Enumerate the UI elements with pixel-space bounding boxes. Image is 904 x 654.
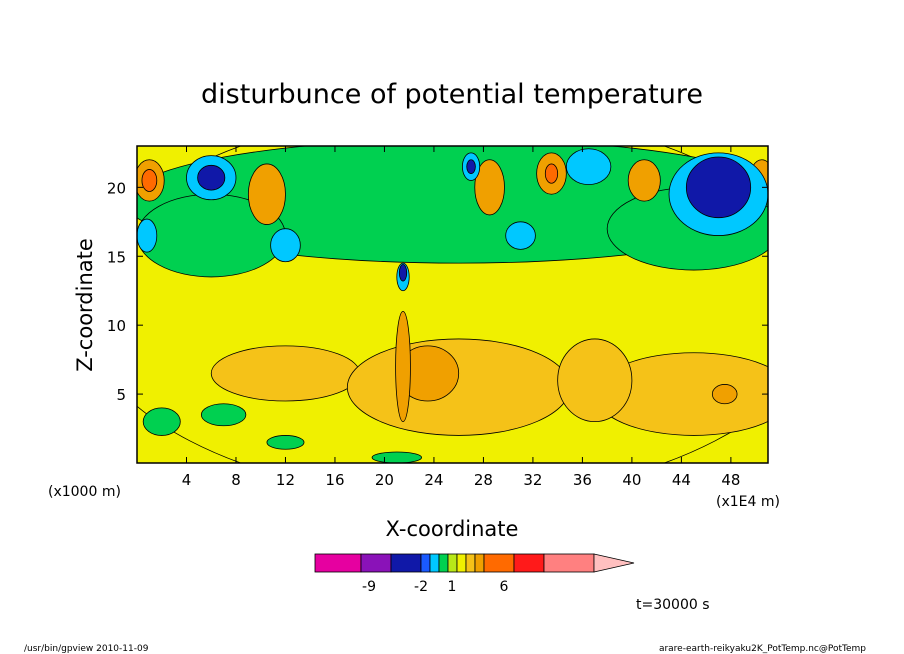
contour-region-17 xyxy=(247,163,286,225)
x-tick-label-9: 40 xyxy=(622,471,641,489)
colorbar-swatch-9 xyxy=(474,553,485,573)
colorbar-extend-arrow xyxy=(593,553,635,573)
colorbar-label-3: 6 xyxy=(500,579,509,595)
colorbar xyxy=(314,553,635,573)
contour-region-14 xyxy=(711,384,738,405)
colorbar-label-1: -2 xyxy=(414,579,428,595)
contour-region-26 xyxy=(197,164,226,191)
contour-region-20 xyxy=(544,163,559,184)
colorbar-swatch-4 xyxy=(429,553,440,573)
x-tick-label-6: 28 xyxy=(474,471,493,489)
colorbar-swatch-3 xyxy=(420,553,431,573)
contour-region-28 xyxy=(270,228,301,263)
contour-region-24 xyxy=(685,156,752,219)
contour-region-29 xyxy=(565,148,612,185)
colorbar-swatch-7 xyxy=(456,553,467,573)
contour-region-7 xyxy=(266,435,305,450)
x-tick-label-5: 24 xyxy=(424,471,443,489)
plot-frame xyxy=(136,145,769,464)
x-tick-label-3: 16 xyxy=(325,471,344,489)
colorbar-swatch-1 xyxy=(360,553,392,573)
colorbar-swatch-6 xyxy=(447,553,458,573)
y-tick-label-3: 20 xyxy=(107,179,126,197)
x-tick-label-4: 20 xyxy=(375,471,394,489)
colorbar-swatch-10 xyxy=(483,553,515,573)
x-tick-label-1: 8 xyxy=(231,471,241,489)
contour-region-18 xyxy=(474,159,505,216)
colorbar-swatch-12 xyxy=(543,553,595,573)
colorbar-label-2: 1 xyxy=(448,579,457,595)
colorbar-swatch-8 xyxy=(465,553,476,573)
x-tick-label-8: 36 xyxy=(573,471,592,489)
colorbar-swatch-0 xyxy=(314,553,362,573)
colorbar-swatch-2 xyxy=(390,553,422,573)
y-tick-label-0: 5 xyxy=(116,386,126,404)
y-axis-label: Z-coordinate xyxy=(73,238,97,372)
y-tick-label-2: 15 xyxy=(107,248,126,266)
x-tick-label-0: 4 xyxy=(182,471,192,489)
time-label: t=30000 s xyxy=(636,597,710,613)
colorbar-swatch-5 xyxy=(438,553,449,573)
contour-region-4 xyxy=(142,407,181,436)
contour-region-34 xyxy=(398,264,408,282)
contour-region-35 xyxy=(395,310,411,423)
contour-region-12 xyxy=(557,338,633,423)
contour-region-8 xyxy=(371,451,422,463)
footer-left: /usr/bin/gpview 2010-11-09 xyxy=(24,644,149,654)
x-scale-label: (x1E4 m) xyxy=(716,494,780,510)
contour-region-5 xyxy=(200,403,247,427)
footer-right: arare-earth-reikyaku2K_PotTemp.nc@PotTem… xyxy=(659,644,866,654)
contour-region-32 xyxy=(466,159,476,174)
colorbar-label-0: -9 xyxy=(362,579,376,595)
x-tick-label-2: 12 xyxy=(276,471,295,489)
x-tick-label-10: 44 xyxy=(672,471,691,489)
x-unit-label: (x1000 m) xyxy=(48,484,121,500)
contour-region-27 xyxy=(137,218,158,253)
x-tick-label-11: 48 xyxy=(721,471,740,489)
colorbar-swatch-11 xyxy=(513,553,545,573)
contour-region-10 xyxy=(346,338,571,436)
contour-region-21 xyxy=(627,159,661,202)
contour-region-9 xyxy=(210,345,361,402)
contour-region-30 xyxy=(505,221,536,250)
x-tick-label-7: 32 xyxy=(523,471,542,489)
chart-title: disturbunce of potential temperature xyxy=(201,79,703,110)
contour-region-16 xyxy=(141,169,158,192)
y-tick-label-1: 10 xyxy=(107,317,126,335)
x-axis-label: X-coordinate xyxy=(386,517,519,541)
